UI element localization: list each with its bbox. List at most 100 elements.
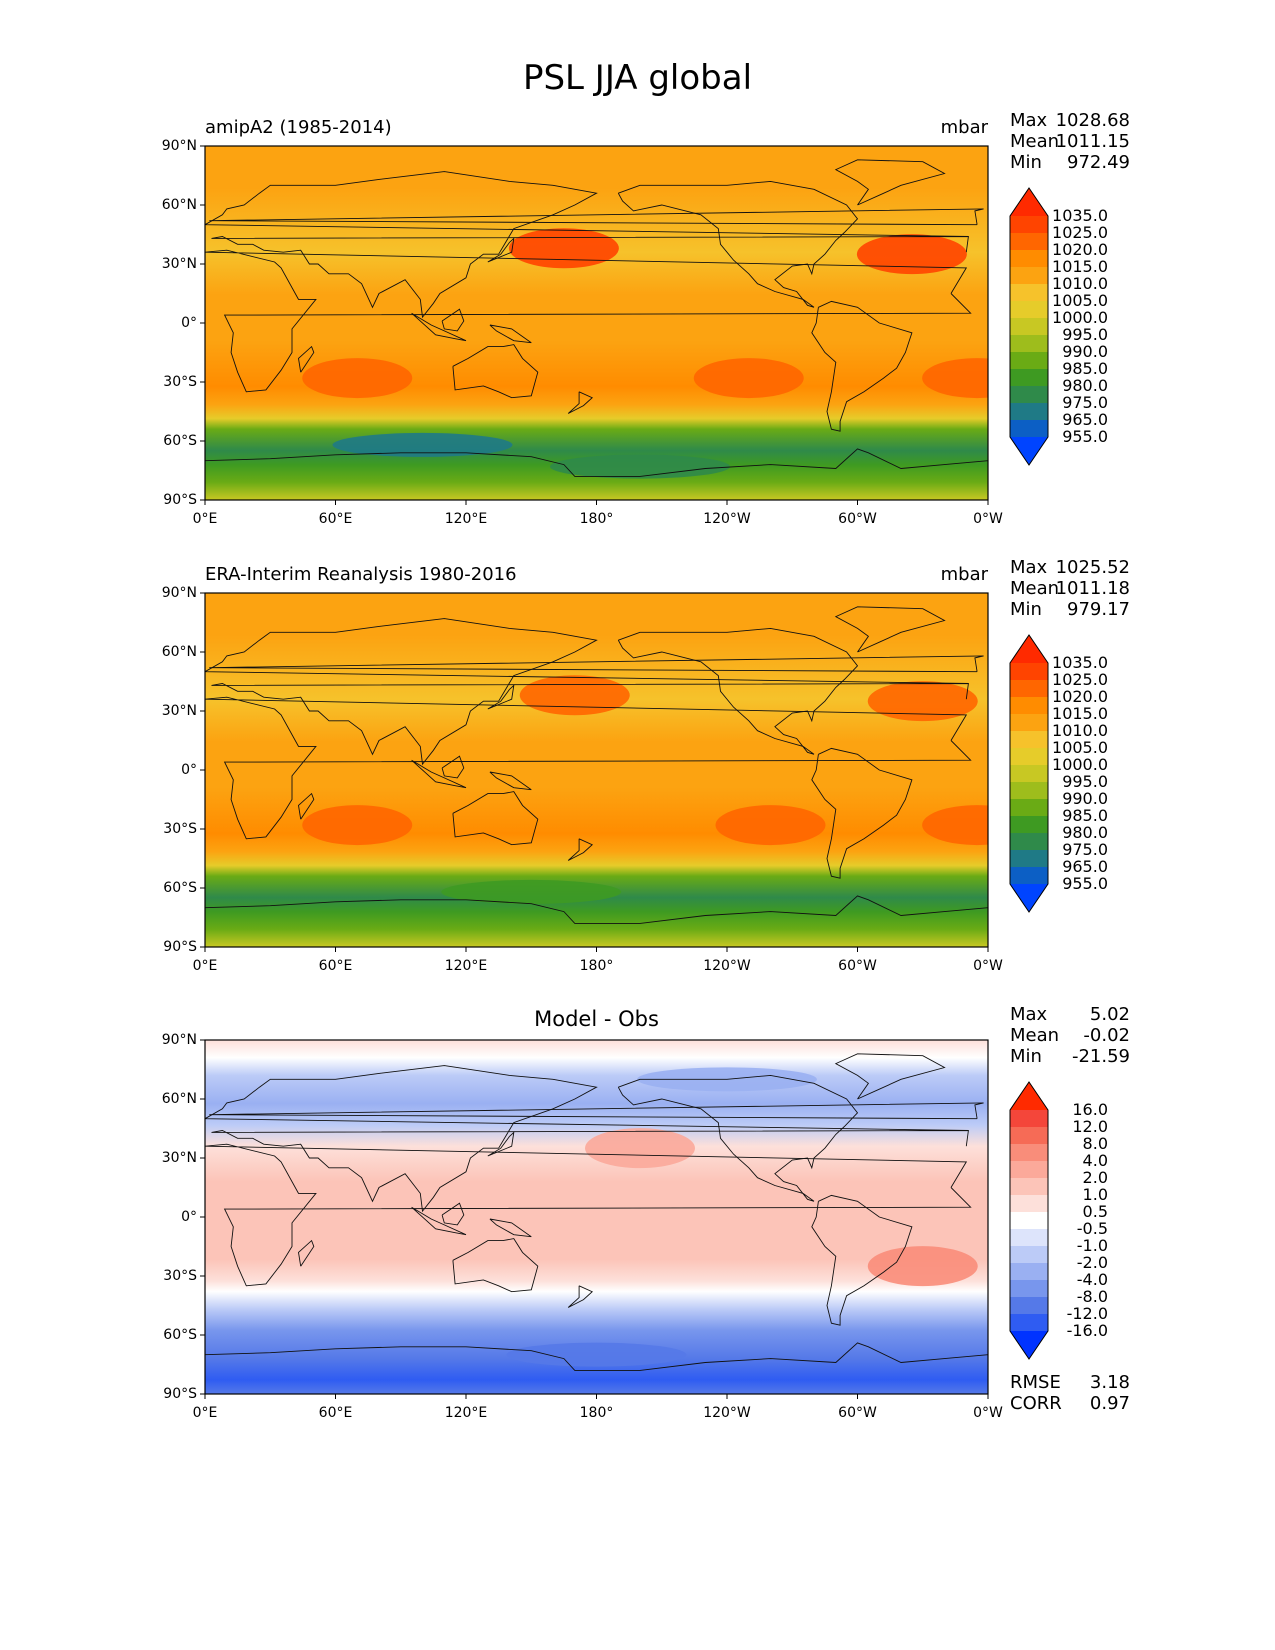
feature-azores-high — [867, 681, 978, 722]
ytick-label: 0° — [181, 762, 197, 778]
colorbar-outline — [1009, 634, 1049, 913]
colorbar-level: -8.0 — [1076, 1287, 1108, 1306]
colorbar-segment — [1010, 267, 1048, 285]
xtick-label: 60°E — [318, 511, 353, 527]
colorbar-level: 16.0 — [1072, 1100, 1108, 1119]
coastline-africa — [205, 696, 972, 840]
coastline-japan — [487, 1131, 515, 1157]
rmse-label: RMSE — [1010, 1372, 1061, 1393]
colorbar-level: 1035.0 — [1052, 206, 1108, 225]
feature-southern-ocean-negative-bias — [506, 1342, 687, 1367]
colorbar-extend-bottom — [1010, 884, 1048, 912]
coastline-eurasia — [205, 171, 969, 319]
ytick-label: 60°S — [163, 433, 197, 449]
colorbar-segment — [1010, 765, 1048, 783]
colorbar-level: 1005.0 — [1052, 291, 1108, 310]
coastline-new-zealand — [567, 391, 594, 414]
xtick-label: 120°E — [444, 958, 488, 974]
xtick-label: 60°W — [838, 958, 877, 974]
panel-title: ERA-Interim Reanalysis 1980-2016 — [205, 564, 517, 585]
ytick-label: 0° — [181, 315, 197, 331]
colorbar — [1009, 187, 1049, 466]
colorbar-segment — [1010, 1212, 1048, 1230]
xtick-label: 120°W — [703, 958, 751, 974]
colorbar-level: 990.0 — [1062, 789, 1108, 808]
colorbar-segment — [1010, 369, 1048, 387]
coastline-new-zealand — [567, 1285, 594, 1308]
xtick-label: 0°W — [973, 958, 1003, 974]
xtick-label: 60°W — [838, 1405, 877, 1421]
xtick-label: 0°W — [973, 511, 1003, 527]
coastline-eurasia — [205, 618, 969, 766]
coastline-africa — [205, 1143, 972, 1287]
colorbar-level: 1.0 — [1082, 1185, 1108, 1204]
feature-north-pacific-high — [508, 228, 619, 269]
coastline-japan — [487, 684, 515, 710]
map-svg — [200, 145, 1049, 505]
coastline-uk — [209, 1102, 984, 1120]
colorbar-segment — [1010, 816, 1048, 834]
feature-southern-ocean-trough — [332, 432, 513, 457]
map-field — [205, 1040, 988, 1394]
feature-south-indian-ocean-high — [302, 805, 413, 846]
stat-max-value: 5.02 — [1089, 1004, 1130, 1025]
colorbar-segment — [1010, 714, 1048, 732]
panel-model: 90°N 60°N 30°N 0° 30°S 60°S 90°S 0°E 60°E 120°E 18… — [0, 110, 1275, 586]
colorbar-level: 12.0 — [1072, 1117, 1108, 1136]
corr-value: 0.97 — [1089, 1393, 1130, 1414]
stat-min-value: -21.59 — [1071, 1046, 1130, 1067]
coastline-n-america — [617, 180, 859, 308]
colorbar-level: 1025.0 — [1052, 670, 1108, 689]
colorbar-segment — [1010, 352, 1048, 370]
ytick-label: 60°S — [163, 880, 197, 896]
xtick-label: 0°W — [973, 1405, 1003, 1421]
colorbar-segment — [1010, 1246, 1048, 1264]
ytick-label: 90°N — [161, 585, 197, 601]
colorbar-segment — [1010, 420, 1048, 438]
feature-azores-high — [856, 234, 967, 275]
colorbar-level: -2.0 — [1076, 1253, 1108, 1272]
xtick-label: 120°E — [444, 511, 488, 527]
ytick-label: 90°S — [163, 1386, 197, 1402]
colorbar-level: -4.0 — [1076, 1270, 1108, 1289]
stat-mean-value: 1011.15 — [1055, 131, 1130, 152]
units-label: mbar — [940, 117, 988, 138]
colorbar-segment — [1010, 748, 1048, 766]
colorbar-segment — [1010, 833, 1048, 851]
colorbar-level: 980.0 — [1062, 376, 1108, 395]
colorbar-segment — [1010, 1314, 1048, 1332]
colorbar-level: 1010.0 — [1052, 274, 1108, 293]
colorbar-level: 1015.0 — [1052, 257, 1108, 276]
colorbar-segment — [1010, 318, 1048, 336]
colorbar-level: 1000.0 — [1052, 755, 1108, 774]
coastline-eurasia — [205, 1065, 969, 1213]
colorbar-extend-top — [1010, 635, 1048, 663]
colorbar-outline — [1009, 187, 1049, 466]
colorbar-segment — [1010, 1127, 1048, 1145]
colorbar-segment — [1010, 697, 1048, 715]
colorbar-segment — [1010, 403, 1048, 421]
feature-south-pacific-high — [693, 358, 804, 399]
ytick-label: 90°N — [161, 1032, 197, 1048]
colorbar-segment — [1010, 1161, 1048, 1179]
ytick-label: 30°S — [163, 821, 197, 837]
coastline-indonesia — [411, 759, 467, 789]
ytick-label: 30°N — [161, 703, 197, 719]
coastline-indonesia — [411, 312, 467, 342]
ytick-label: 30°N — [161, 1150, 197, 1166]
colorbar-level: 1005.0 — [1052, 738, 1108, 757]
coastline-borneo — [441, 755, 465, 779]
panel-title: Model - Obs — [534, 1007, 659, 1031]
colorbar-segment — [1010, 1280, 1048, 1298]
colorbar-segment — [1010, 731, 1048, 749]
stat-min-label: Min — [1010, 1046, 1042, 1067]
ytick-label: 90°N — [161, 138, 197, 154]
coastline-indonesia — [411, 1206, 467, 1236]
xtick-label: 120°W — [703, 511, 751, 527]
units-label: mbar — [940, 564, 988, 585]
colorbar-segment — [1010, 1263, 1048, 1281]
colorbar-level: 980.0 — [1062, 823, 1108, 842]
xtick-label: 0°E — [192, 1405, 218, 1421]
colorbar-level: 975.0 — [1062, 393, 1108, 412]
feature-southern-ocean-trough — [441, 879, 622, 904]
